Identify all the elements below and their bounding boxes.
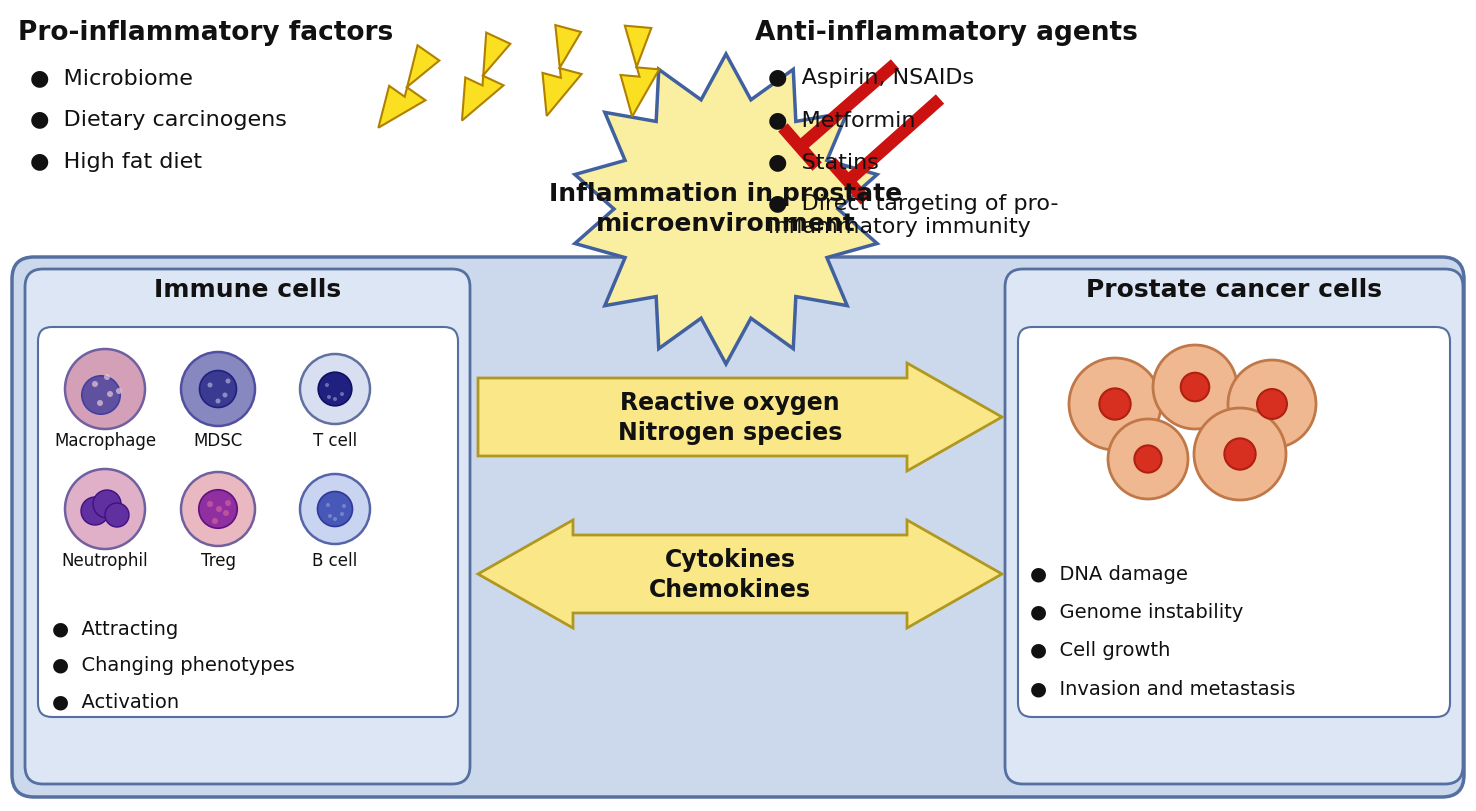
Polygon shape: [574, 55, 877, 365]
Circle shape: [1258, 389, 1287, 419]
Circle shape: [1181, 373, 1209, 401]
Circle shape: [325, 384, 329, 388]
Text: Inflammation in prostate
microenvironment: Inflammation in prostate microenvironmen…: [549, 182, 902, 235]
Text: Neutrophil: Neutrophil: [62, 551, 148, 569]
Text: ●  Attracting: ● Attracting: [52, 620, 179, 638]
Circle shape: [1135, 446, 1162, 473]
Text: ●  Activation: ● Activation: [52, 691, 179, 710]
Text: B cell: B cell: [313, 551, 357, 569]
Circle shape: [328, 514, 332, 518]
Circle shape: [117, 388, 123, 394]
Text: Reactive oxygen
Nitrogen species: Reactive oxygen Nitrogen species: [618, 391, 843, 444]
Text: Prostate cancer cells: Prostate cancer cells: [1086, 277, 1382, 302]
Text: ●  Dietary carcinogens: ● Dietary carcinogens: [30, 109, 286, 130]
Circle shape: [300, 354, 370, 424]
Text: Cytokines
Chemokines: Cytokines Chemokines: [649, 547, 810, 601]
Circle shape: [213, 518, 218, 525]
Circle shape: [1069, 358, 1162, 450]
Circle shape: [334, 397, 337, 401]
Text: ●  Microbiome: ● Microbiome: [30, 68, 193, 88]
Circle shape: [223, 510, 229, 517]
Circle shape: [215, 506, 221, 513]
Circle shape: [1100, 389, 1131, 420]
Circle shape: [199, 490, 238, 529]
Text: ●  Invasion and metastasis: ● Invasion and metastasis: [1030, 678, 1296, 697]
Circle shape: [93, 491, 121, 518]
Circle shape: [208, 383, 213, 388]
Circle shape: [215, 399, 220, 404]
Circle shape: [106, 392, 114, 397]
FancyBboxPatch shape: [12, 258, 1464, 797]
Circle shape: [224, 500, 232, 506]
Circle shape: [92, 381, 97, 388]
Circle shape: [1108, 419, 1188, 500]
Circle shape: [317, 492, 353, 527]
Circle shape: [1194, 409, 1286, 500]
Circle shape: [103, 375, 111, 380]
Text: ●  Cell growth: ● Cell growth: [1030, 640, 1170, 659]
Polygon shape: [478, 363, 1002, 471]
Circle shape: [105, 504, 128, 527]
Text: ●  High fat diet: ● High fat diet: [30, 152, 202, 172]
Text: MDSC: MDSC: [193, 431, 242, 449]
Text: ●  DNA damage: ● DNA damage: [1030, 564, 1188, 583]
Polygon shape: [462, 33, 511, 122]
Text: T cell: T cell: [313, 431, 357, 449]
Circle shape: [65, 470, 145, 549]
Circle shape: [334, 517, 337, 521]
Circle shape: [199, 371, 236, 408]
Text: ●  Aspirin, NSAIDs: ● Aspirin, NSAIDs: [768, 68, 974, 88]
Text: Treg: Treg: [201, 551, 236, 569]
Polygon shape: [620, 27, 660, 118]
Circle shape: [81, 497, 109, 526]
Text: ●  Changing phenotypes: ● Changing phenotypes: [52, 655, 295, 674]
Circle shape: [326, 504, 331, 508]
Circle shape: [339, 513, 344, 517]
Circle shape: [1225, 439, 1256, 470]
Text: Anti-inflammatory agents: Anti-inflammatory agents: [756, 20, 1138, 46]
Polygon shape: [543, 26, 582, 117]
Text: ●  Genome instability: ● Genome instability: [1030, 603, 1243, 621]
Text: ●  Statins: ● Statins: [768, 152, 878, 172]
Circle shape: [207, 501, 213, 508]
Circle shape: [1153, 345, 1237, 430]
Circle shape: [81, 376, 120, 414]
Circle shape: [65, 350, 145, 430]
Text: Pro-inflammatory factors: Pro-inflammatory factors: [18, 20, 393, 46]
Circle shape: [226, 379, 230, 384]
Polygon shape: [478, 521, 1002, 629]
Circle shape: [223, 393, 227, 398]
FancyBboxPatch shape: [25, 270, 469, 784]
Circle shape: [1228, 361, 1317, 448]
FancyBboxPatch shape: [1005, 270, 1463, 784]
FancyBboxPatch shape: [38, 328, 458, 717]
Text: Macrophage: Macrophage: [55, 431, 156, 449]
Circle shape: [182, 473, 255, 547]
FancyBboxPatch shape: [1018, 328, 1449, 717]
Circle shape: [300, 474, 370, 544]
Text: ●  Direct targeting of pro-
inflammatory immunity: ● Direct targeting of pro- inflammatory …: [768, 194, 1058, 237]
Circle shape: [182, 353, 255, 427]
Circle shape: [342, 504, 345, 508]
Circle shape: [328, 396, 331, 400]
Circle shape: [339, 393, 344, 397]
Circle shape: [97, 401, 103, 406]
Circle shape: [319, 373, 351, 406]
Text: ●  Metformin: ● Metformin: [768, 109, 915, 130]
Text: Immune cells: Immune cells: [155, 277, 341, 302]
Polygon shape: [378, 46, 440, 129]
